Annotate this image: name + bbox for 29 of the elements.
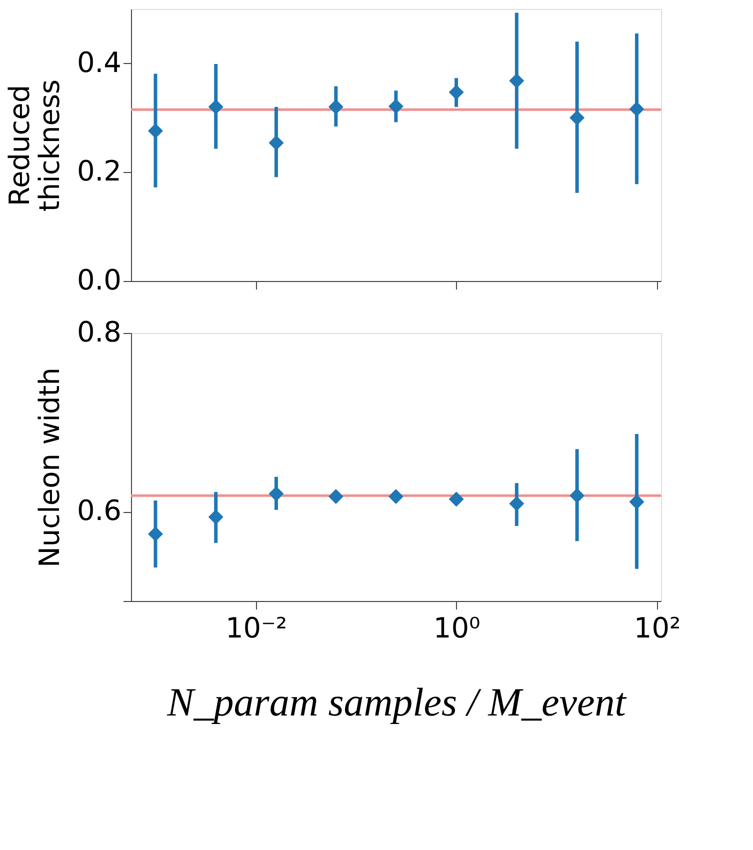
point — [509, 73, 524, 88]
x-tick-label: 10⁻² — [225, 612, 288, 644]
y-tick-label: 0.8 — [76, 316, 122, 348]
point — [148, 526, 163, 542]
x-axis-title: N_param samples / M_event — [166, 680, 627, 724]
point — [328, 489, 344, 504]
point — [570, 488, 584, 504]
point — [629, 494, 644, 510]
y-tick-label: 0.0 — [76, 264, 122, 296]
point — [268, 486, 284, 502]
point — [208, 510, 224, 524]
y-tick-label: 0.6 — [76, 494, 122, 528]
point — [388, 489, 404, 504]
y-axis-title: Reduced thickness — [2, 79, 66, 212]
point — [448, 84, 464, 100]
point — [148, 123, 163, 138]
x-tick-label: 10⁰ — [433, 612, 480, 644]
x-tick-label: 10² — [634, 612, 681, 644]
point — [448, 492, 464, 507]
y-tick-label: 0.4 — [76, 46, 122, 79]
point — [570, 110, 584, 126]
point — [509, 496, 524, 512]
point — [328, 100, 344, 114]
point — [629, 102, 644, 117]
point — [388, 98, 404, 114]
y-tick-label: 0.2 — [76, 154, 122, 188]
point — [268, 135, 284, 150]
y-axis-title: Nucleon width — [32, 367, 66, 568]
point — [208, 100, 224, 114]
